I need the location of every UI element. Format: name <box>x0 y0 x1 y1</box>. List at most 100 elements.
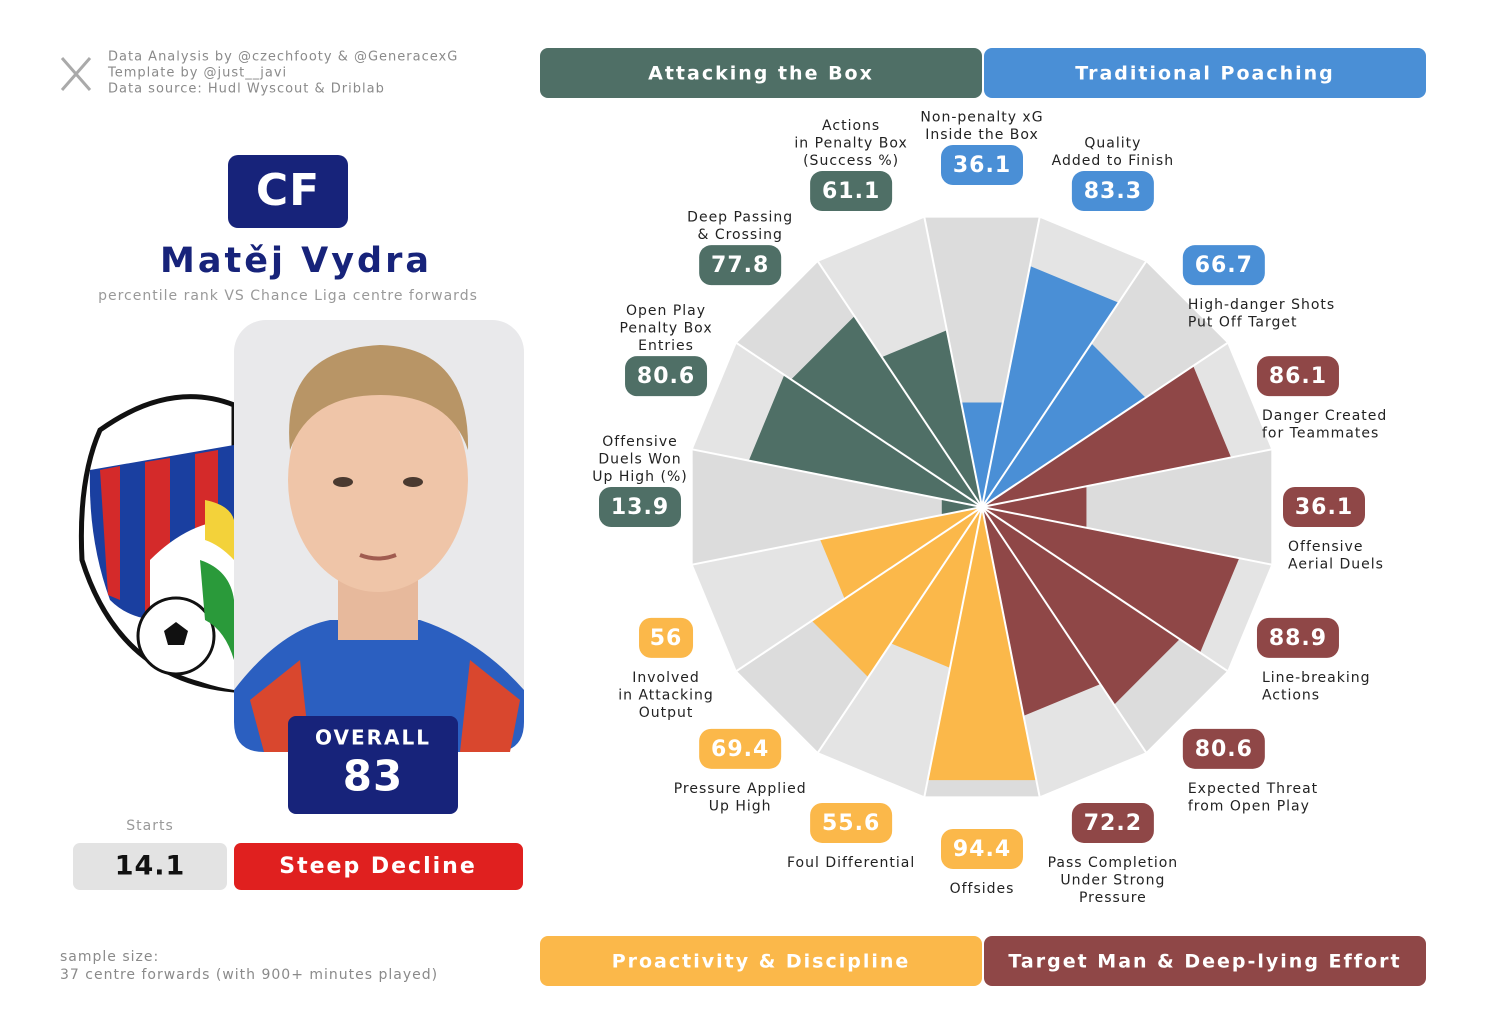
slice <box>982 486 1087 528</box>
subtitle: percentile rank VS Chance Liga centre fo… <box>98 288 478 304</box>
slice <box>941 499 982 515</box>
value-pill <box>1256 617 1339 658</box>
group-title: Traditional Poaching <box>1075 63 1335 85</box>
category-label: Pressure Applied Up High <box>674 781 807 815</box>
group-header <box>540 936 982 986</box>
value-label: 56 <box>650 626 683 651</box>
slice-divider <box>816 259 983 508</box>
value-pill <box>625 356 708 397</box>
starts-label: Starts <box>126 818 174 834</box>
category-label: Foul Differential <box>787 855 915 871</box>
slice <box>791 316 982 507</box>
slice <box>982 265 1119 507</box>
category-label: Quality Added to Finish <box>1052 136 1174 170</box>
group-header <box>984 48 1426 98</box>
category-label: Actions in Penalty Box (Success %) <box>794 118 907 169</box>
category-label: Non-penalty xG Inside the Box <box>920 110 1043 144</box>
group-title: Proactivity & Discipline <box>612 951 911 973</box>
starts-value: 14.1 <box>115 851 186 882</box>
overall-label: OVERALL <box>315 726 431 750</box>
slice-divider <box>981 215 1041 508</box>
value-pill <box>810 802 893 843</box>
value-pill <box>1256 356 1339 397</box>
slice <box>982 343 1146 507</box>
slice-divider <box>981 259 1148 508</box>
value-pill <box>599 487 681 527</box>
value-label: 66.7 <box>1195 253 1253 278</box>
starts-box <box>73 843 227 890</box>
value-pill <box>699 728 782 769</box>
value-pill <box>1071 802 1154 843</box>
slice <box>961 402 1003 507</box>
value-pill <box>941 145 1023 185</box>
slice-divider <box>923 215 983 508</box>
slice-divider <box>690 506 983 566</box>
value-pill <box>941 829 1023 869</box>
category-label: Line-breaking Actions <box>1262 670 1371 704</box>
slice <box>927 507 1037 781</box>
value-label: 88.9 <box>1269 626 1327 651</box>
position-box <box>228 155 348 228</box>
value-label: 36.1 <box>953 153 1011 178</box>
value-pill <box>810 171 893 212</box>
category-label: Offensive Duels Won Up High (%) <box>592 434 687 485</box>
category-label: Offensive Aerial Duels <box>1288 539 1384 573</box>
slice <box>982 365 1232 507</box>
slice-divider <box>981 506 1041 799</box>
value-pill <box>639 617 694 658</box>
sample-note: sample size: <box>60 949 159 965</box>
value-pill <box>1182 245 1265 286</box>
value-pill <box>1283 487 1365 527</box>
category-label: Involved in Attacking Output <box>618 670 714 721</box>
x-logo <box>60 57 92 91</box>
slice <box>748 374 982 507</box>
credit: Template by @just__javi <box>107 66 287 81</box>
slice-divider <box>923 506 983 799</box>
slice-background <box>982 449 1272 565</box>
category-label: Pass Completion Under Strong Pressure <box>1048 855 1179 906</box>
category-label: Deep Passing & Crossing <box>687 210 793 244</box>
slice <box>982 507 1180 705</box>
overall-box <box>288 716 458 814</box>
slice-divider <box>981 341 1230 508</box>
trend-box <box>234 843 523 890</box>
value-pill <box>1182 728 1265 769</box>
value-label: 77.8 <box>711 253 769 278</box>
category-label: Offsides <box>950 881 1015 897</box>
group-header <box>540 48 982 98</box>
slice-divider <box>690 448 983 508</box>
slice-divider <box>734 341 983 508</box>
value-label: 94.4 <box>953 837 1011 862</box>
group-header <box>984 936 1426 986</box>
value-pill <box>699 245 782 286</box>
slice <box>982 507 1101 716</box>
value-pill <box>1071 171 1154 212</box>
slice <box>890 507 982 668</box>
overall-value: 83 <box>343 752 403 801</box>
slice-divider <box>981 506 1148 755</box>
sample-note: 37 centre forwards (with 900+ minutes pl… <box>60 967 438 983</box>
category-label: Expected Threat from Open Play <box>1188 781 1318 815</box>
value-label: 83.3 <box>1084 179 1142 204</box>
value-label: 13.9 <box>611 495 669 520</box>
group-title: Attacking the Box <box>648 63 874 85</box>
value-label: 36.1 <box>1295 495 1353 520</box>
player-name: Matěj Vydra <box>160 241 432 281</box>
category-label: Danger Created for Teammates <box>1262 408 1387 442</box>
trend: Steep Decline <box>279 854 477 879</box>
value-label: 55.6 <box>822 811 880 836</box>
club-crest <box>78 394 237 693</box>
credit: Data Analysis by @czechfooty & @Generace… <box>108 50 458 65</box>
slice <box>982 507 1240 653</box>
slice <box>811 507 982 678</box>
slice-divider <box>734 506 983 673</box>
value-label: 72.2 <box>1084 811 1142 836</box>
value-label: 69.4 <box>711 737 769 762</box>
value-label: 86.1 <box>1269 364 1327 389</box>
credit: Data source: Hudl Wyscout & Driblab <box>108 82 385 97</box>
slice <box>819 507 982 599</box>
value-label: 80.6 <box>637 364 695 389</box>
slice <box>881 330 982 507</box>
pizza-chart: Attacking the Box Traditional Poaching Tar… <box>540 48 1426 986</box>
